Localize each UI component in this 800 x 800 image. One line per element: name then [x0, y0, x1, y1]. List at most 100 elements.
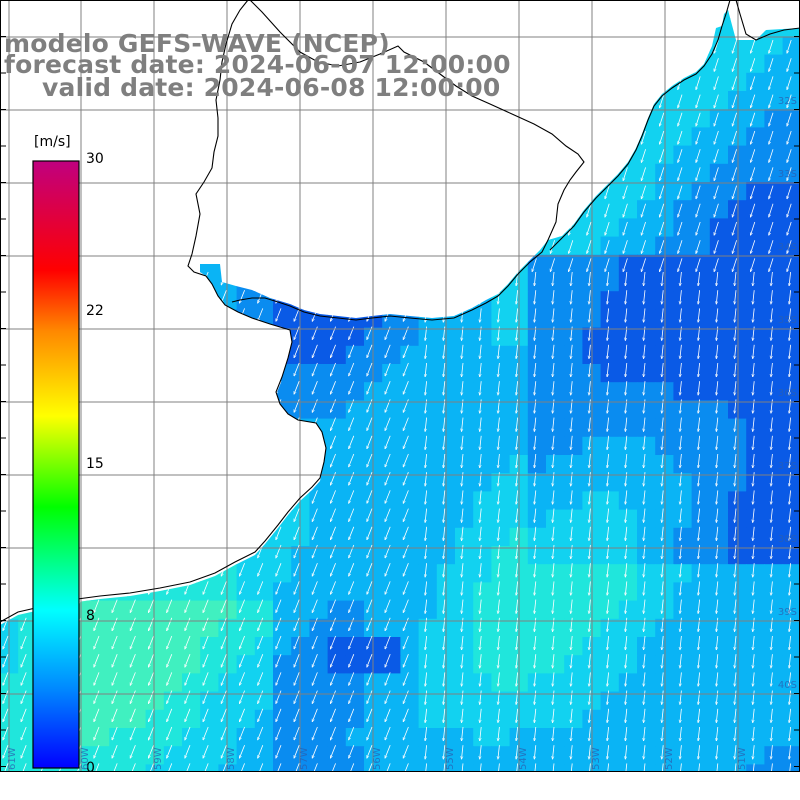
field-cell [382, 600, 401, 620]
field-cell [145, 145, 165, 165]
wind-arrow [553, 490, 555, 504]
field-cell [91, 527, 110, 547]
field-cell [491, 728, 511, 747]
field-cell [400, 127, 420, 147]
field-cell [236, 564, 256, 583]
field-cell [600, 546, 620, 565]
field-cell [109, 218, 128, 238]
wind-arrow [403, 290, 409, 303]
field-cell [473, 582, 492, 602]
field-cell [546, 291, 565, 310]
wind-arrow [607, 544, 609, 559]
wind-arrow [589, 381, 591, 395]
field-cell [127, 746, 147, 765]
field-cell [491, 618, 511, 638]
field-cell [455, 491, 474, 511]
wind-arrow [605, 130, 610, 144]
wind-arrow [130, 654, 136, 667]
field-cell [709, 637, 729, 656]
field-cell [163, 691, 183, 711]
wind-arrow [185, 453, 191, 467]
field-cell [455, 291, 474, 310]
field-cell [527, 236, 547, 256]
wind-arrow [425, 544, 427, 559]
field-cell [254, 327, 274, 347]
field-cell [746, 546, 765, 565]
wind-arrow [771, 490, 773, 504]
wind-arrow [789, 490, 791, 504]
field-cell [491, 145, 511, 165]
field-cell [291, 218, 310, 238]
field-cell [691, 418, 711, 438]
field-cell [145, 455, 165, 474]
field-cell [200, 473, 219, 492]
field-cell [600, 236, 620, 256]
field-cell [728, 691, 747, 711]
wind-arrow [496, 185, 501, 199]
field-cell [691, 273, 711, 292]
field-cell [200, 382, 219, 401]
field-cell [236, 691, 256, 711]
field-cell [564, 273, 583, 292]
field-cell [327, 691, 347, 711]
wind-arrow [480, 308, 482, 322]
wind-arrow [130, 308, 136, 321]
field-cell [109, 509, 128, 529]
field-cell [345, 364, 365, 383]
wind-arrow [294, 344, 300, 358]
field-cell [728, 345, 747, 365]
field-cell [236, 546, 256, 565]
field-cell [236, 436, 256, 456]
wind-arrow [644, 490, 646, 504]
field-cell [637, 455, 656, 474]
field-cell [600, 291, 620, 310]
wind-arrow [425, 290, 427, 304]
field-cell [764, 254, 784, 274]
wind-arrow [94, 508, 100, 522]
field-cell [746, 728, 765, 747]
wind-arrow [312, 381, 318, 394]
wind-arrow [662, 381, 664, 395]
field-cell [600, 655, 620, 674]
field-cell [455, 618, 474, 638]
field-cell [291, 145, 310, 165]
field-cell [673, 491, 693, 511]
field-cell [309, 10, 329, 19]
field-cell [109, 764, 128, 772]
wind-arrow [605, 149, 610, 162]
field-cell [327, 582, 347, 602]
field-cell [109, 473, 128, 492]
wind-arrow [312, 362, 318, 376]
field-cell [473, 436, 492, 456]
wind-arrow [112, 290, 118, 303]
wind-arrow [167, 344, 173, 358]
wind-arrow [130, 435, 136, 449]
field-cell [218, 655, 238, 674]
field-cell [400, 746, 420, 765]
wind-arrow [148, 544, 154, 558]
field-cell [709, 655, 729, 674]
field-cell [91, 600, 110, 620]
wind-arrow [698, 344, 700, 359]
field-cell [746, 418, 765, 438]
wind-arrow [294, 581, 300, 594]
wind-arrow [644, 635, 646, 650]
field-cell [764, 54, 784, 74]
field-cell [145, 637, 165, 656]
lat-label: 37S [777, 461, 797, 472]
field-cell [637, 145, 656, 165]
field-cell [782, 491, 800, 511]
field-cell [691, 382, 711, 401]
field-cell [182, 746, 201, 765]
wind-arrow [112, 362, 118, 376]
wind-arrow [680, 290, 682, 304]
field-cell [618, 582, 638, 602]
wind-arrow [498, 544, 500, 559]
wind-arrow [698, 508, 700, 523]
field-cell [673, 382, 693, 401]
field-cell [746, 218, 765, 238]
wind-arrow [239, 381, 245, 394]
field-cell [163, 273, 183, 292]
wind-arrow [203, 344, 209, 358]
field-cell [109, 418, 128, 438]
